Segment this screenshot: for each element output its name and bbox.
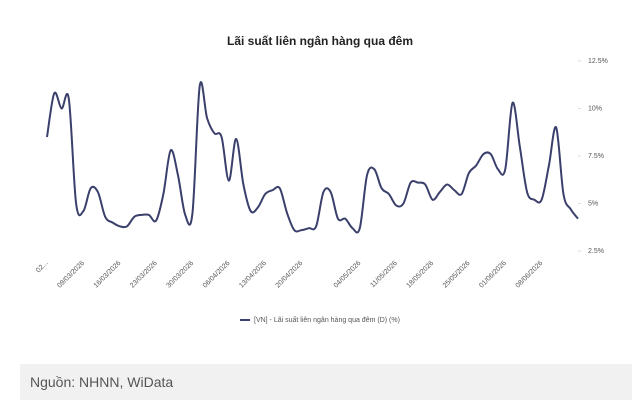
y-tick-label: 2.5% — [588, 248, 604, 255]
legend-label: [VN] - Lãi suất liên ngân hàng qua đêm (… — [254, 315, 400, 324]
footer: Nguồn: NHNN, WiData — [20, 364, 632, 400]
x-tick-label: 08/06/2026 — [515, 260, 545, 290]
y-tick-label: 5% — [588, 200, 598, 207]
x-tick-label: 25/05/2026 — [442, 260, 472, 290]
x-tick-label: 06/04/2026 — [202, 260, 232, 290]
chart: Lãi suất liên ngân hàng qua đêm 2.5% 5% 7.… — [35, 34, 608, 324]
chart-title: Lãi suất liên ngân hàng qua đêm — [227, 34, 413, 48]
x-tick-label: 20/04/2026 — [275, 260, 305, 290]
x-tick-label: 23/03/2026 — [129, 260, 159, 290]
y-tick-label: 12.5% — [588, 58, 608, 65]
x-tick-label: 16/03/2026 — [93, 260, 123, 290]
source-note: Nguồn: NHNN, WiData — [30, 374, 174, 390]
x-tick-label: 13/04/2026 — [238, 260, 268, 290]
x-tick-label: 18/05/2026 — [406, 260, 436, 290]
x-tick-label: 09/03/2026 — [56, 260, 86, 290]
x-tick-label: 30/03/2026 — [165, 260, 195, 290]
x-tick-label: 01/06/2026 — [478, 260, 508, 290]
y-tick-label: 7.5% — [588, 153, 604, 160]
x-tick-label: 04/05/2026 — [333, 260, 363, 290]
x-tick-label: 11/05/2026 — [370, 260, 399, 289]
series-line — [46, 81, 579, 234]
x-tick-label: 02... — [35, 260, 50, 275]
y-tick-label: 10% — [588, 105, 602, 112]
